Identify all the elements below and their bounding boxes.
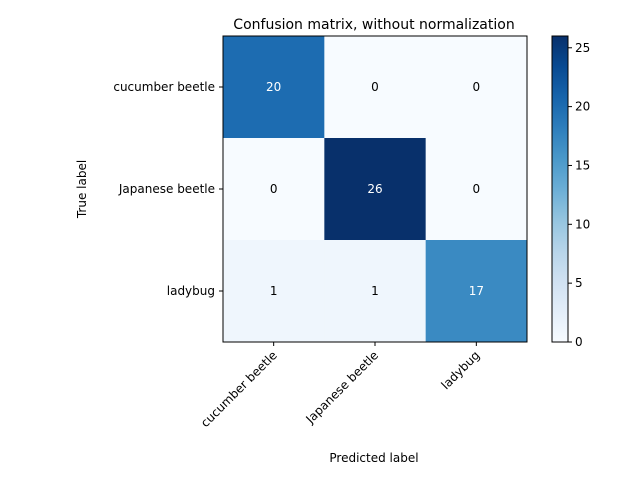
heatmap-cells: 20 0 0 0 26 0 1 1 17	[223, 36, 528, 343]
cell-value-label: 20	[266, 80, 281, 94]
y-axis-ticks: cucumber beetle Japanese beetle ladybug	[113, 80, 223, 298]
colorbar: 0 5 10 15 20 25	[551, 35, 590, 349]
cell-value-label: 0	[473, 182, 481, 196]
cell-value-label: 0	[473, 80, 481, 94]
heatmap-cell	[425, 240, 528, 343]
y-axis-label: True label	[75, 160, 89, 219]
cell-value-label: 0	[270, 182, 278, 196]
y-tick-label: ladybug	[167, 284, 215, 298]
heatmap-cell	[223, 240, 325, 343]
heatmap-cell	[324, 138, 427, 241]
x-tick-label: Japanese beetle	[303, 348, 382, 427]
chart-title: Confusion matrix, without normalization	[233, 17, 514, 33]
heatmap-cell	[425, 138, 528, 241]
y-tick-label: Japanese beetle	[118, 182, 215, 196]
colorbar-frame	[551, 35, 569, 343]
colorbar-tick-label: 5	[575, 276, 583, 290]
cell-value-label: 17	[469, 284, 484, 298]
y-tick-label: cucumber beetle	[113, 80, 215, 94]
colorbar-gradient	[552, 36, 568, 342]
heatmap-cell	[223, 138, 325, 241]
heatmap-cell	[223, 36, 325, 139]
x-axis-label: Predicted label	[329, 451, 418, 465]
x-tick-label: ladybug	[438, 348, 482, 392]
cell-value-label: 26	[367, 182, 382, 196]
x-axis-ticks: cucumber beetle Japanese beetle ladybug	[198, 342, 482, 430]
x-tick-label: cucumber beetle	[198, 348, 280, 430]
heatmap-cell	[425, 36, 528, 139]
colorbar-tick-label: 10	[575, 217, 590, 231]
heatmap-cell	[324, 240, 427, 343]
cell-value-label: 1	[270, 284, 278, 298]
colorbar-tick-label: 0	[575, 335, 583, 349]
heatmap-cell	[324, 36, 427, 139]
colorbar-tick-label: 20	[575, 100, 590, 114]
cell-value-label: 0	[371, 80, 379, 94]
cell-value-label: 1	[371, 284, 379, 298]
colorbar-tick-label: 25	[575, 41, 590, 55]
colorbar-tick-label: 15	[575, 158, 590, 172]
